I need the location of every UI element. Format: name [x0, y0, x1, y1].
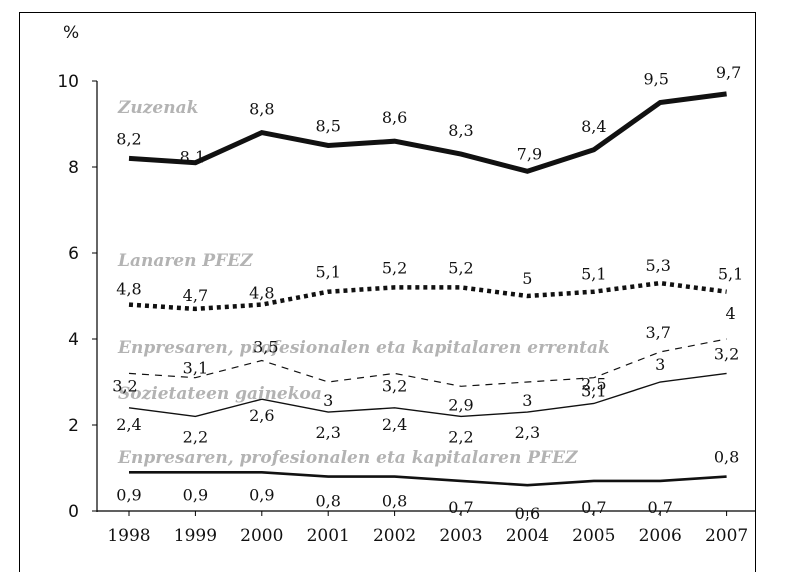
x-tick-label: 1999 — [174, 526, 217, 546]
x-tick-label: 1998 — [107, 526, 150, 546]
data-label: 8,8 — [249, 100, 274, 119]
series-line — [128, 372, 727, 418]
data-label: 8,2 — [116, 129, 141, 148]
data-label: 5,1 — [718, 265, 743, 284]
series-names: Zuzenak Lanaren PFEZ Enpresaren, profesion… — [117, 98, 610, 468]
data-label: 5 — [522, 269, 532, 288]
data-label: 0,9 — [249, 485, 274, 504]
data-label: 2,6 — [249, 406, 274, 425]
data-label: 3 — [655, 355, 665, 374]
series-line — [128, 91, 727, 174]
x-tick-label: 2003 — [439, 526, 482, 546]
chart-frame — [19, 12, 756, 572]
data-label: 0,8 — [714, 448, 739, 467]
data-label: 8,5 — [315, 117, 340, 136]
x-tick-label: 2004 — [506, 526, 549, 546]
data-label: 2,2 — [183, 427, 208, 446]
series-lines — [128, 91, 727, 487]
data-label: 8,1 — [180, 148, 205, 167]
data-label: 0,7 — [581, 498, 606, 517]
data-label: 5,1 — [581, 265, 606, 284]
data-label: 2,3 — [515, 423, 540, 442]
x-tick-label: 2001 — [307, 526, 350, 546]
series-name-label: Sozietateen gainekoa — [118, 384, 322, 404]
data-label: 4,8 — [249, 284, 274, 303]
data-label: 5,2 — [448, 258, 473, 277]
data-label: 8,6 — [382, 108, 407, 127]
data-label: 2,5 — [581, 375, 606, 394]
series-line — [128, 280, 727, 312]
x-tick-label: 2000 — [240, 526, 283, 546]
series-line — [129, 470, 727, 487]
data-label: 0,9 — [183, 485, 208, 504]
data-label: 4 — [726, 304, 736, 323]
data-label: 0,8 — [382, 492, 407, 511]
axes: % 0 2 4 6 8 10 1998 1999 2000 2001 2002 2003 2004 2005… — [57, 23, 756, 546]
x-tick-label: 2005 — [572, 526, 615, 546]
data-label: 9,5 — [643, 70, 668, 89]
y-tick-label: 6 — [68, 244, 79, 264]
data-label: 0,6 — [515, 504, 540, 523]
data-label: 2,4 — [382, 415, 407, 434]
data-label: 2,2 — [448, 427, 473, 446]
x-tick-label: 2007 — [705, 526, 748, 546]
data-label: 0,7 — [448, 498, 473, 517]
data-label: 9,7 — [716, 63, 741, 82]
series-name-label: Enpresaren, profesionalen eta kapitalare… — [117, 448, 578, 468]
data-label: 3,2 — [714, 344, 739, 363]
y-tick-label: 8 — [68, 158, 79, 178]
y-tick-label: 4 — [68, 330, 79, 350]
data-labels: 8,2 8,1 8,8 8,5 8,6 8,3 7,9 8,4 9,5 9,7 4,8 4,7 4,8 5… — [112, 63, 743, 523]
data-label: 3,1 — [183, 359, 208, 378]
data-label: 2,4 — [116, 415, 141, 434]
data-label: 3,1 — [581, 382, 606, 401]
x-tick-label: 2002 — [373, 526, 416, 546]
series-line — [128, 338, 727, 387]
data-label: 3,5 — [253, 338, 278, 357]
data-label: 3,7 — [645, 323, 670, 342]
data-label: 4,7 — [183, 286, 208, 305]
data-label: 3,2 — [112, 376, 137, 395]
data-label: 8,4 — [581, 117, 606, 136]
series-name-label: Lanaren PFEZ — [117, 251, 253, 271]
series-name-label: Zuzenak — [117, 98, 198, 118]
data-label: 2,3 — [315, 423, 340, 442]
data-label: 0,9 — [116, 485, 141, 504]
data-label: 8,3 — [448, 121, 473, 140]
x-tick-label: 2006 — [639, 526, 682, 546]
data-label: 5,3 — [645, 256, 670, 275]
series-name-label: Enpresaren, profesionalen eta kapitalare… — [117, 338, 610, 358]
y-axis-unit-label: % — [63, 23, 79, 43]
data-label: 3,2 — [382, 376, 407, 395]
data-label: 3 — [323, 391, 333, 410]
y-tick-label: 10 — [57, 72, 79, 92]
data-label: 0,7 — [647, 498, 672, 517]
data-label: 5,1 — [315, 263, 340, 282]
y-tick-label: 2 — [68, 416, 79, 436]
data-label: 3 — [522, 391, 532, 410]
data-label: 2,9 — [448, 395, 473, 414]
data-label: 4,8 — [116, 280, 141, 299]
y-tick-label: 0 — [68, 502, 79, 522]
data-label: 0,8 — [315, 492, 340, 511]
data-label: 7,9 — [517, 144, 542, 163]
data-label: 5,2 — [382, 258, 407, 277]
